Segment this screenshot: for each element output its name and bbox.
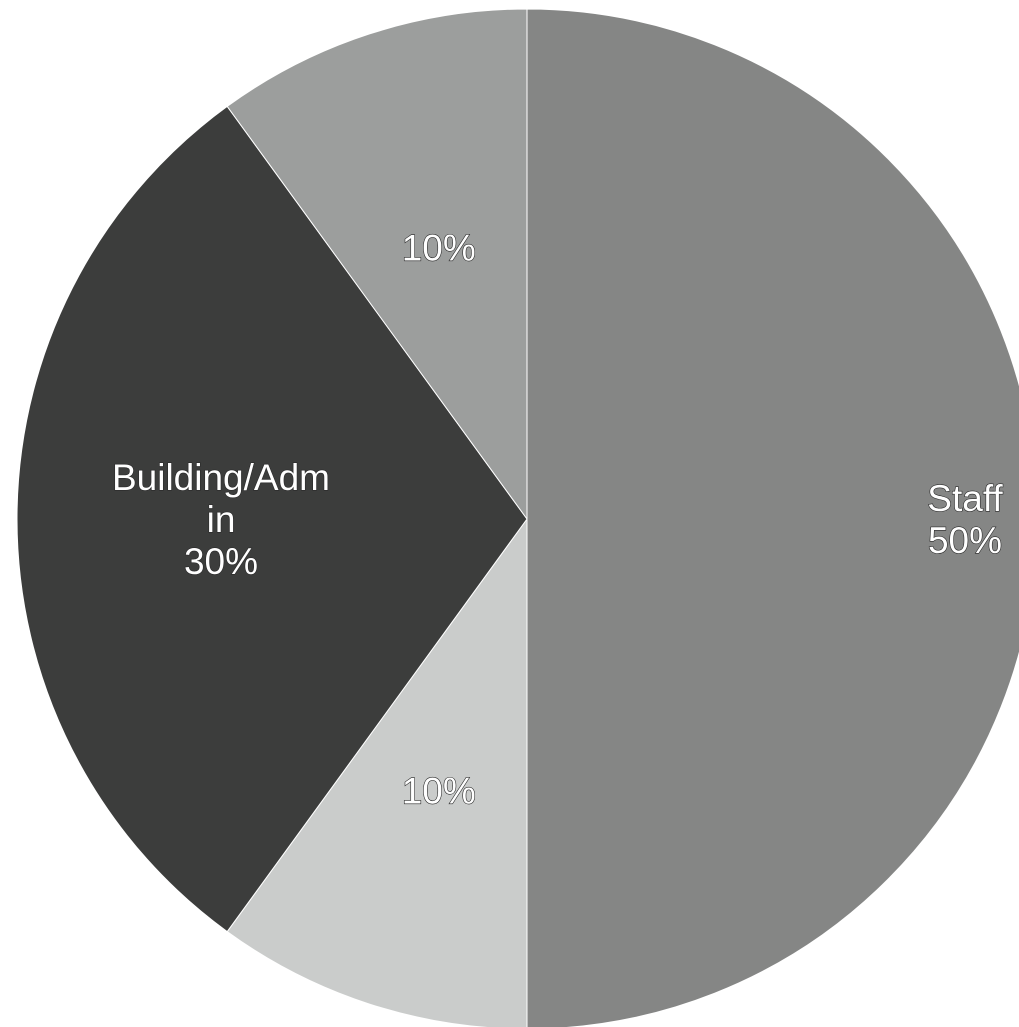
pie-slice: [226, 517, 528, 1027]
slice-label-line: 30%: [184, 541, 258, 582]
pie-slice: [16, 105, 528, 933]
slice-label: Building/Adm in 30%: [112, 457, 330, 582]
slice-label: 10%: [402, 771, 476, 812]
slice-label-line: Building/Adm: [112, 457, 330, 498]
pie-slice: [526, 8, 1019, 1027]
pie-slices: [16, 8, 1019, 1027]
slice-label: 10%: [402, 227, 476, 268]
slice-label-line: 10%: [402, 771, 476, 812]
slice-label-line: Staff: [927, 478, 1003, 519]
slice-label-line: 50%: [928, 520, 1002, 561]
slice-label-line: 10%: [402, 227, 476, 268]
slice-label: Staff 50%: [927, 478, 1003, 561]
pie-slice: [226, 8, 528, 521]
slice-label-line: in: [207, 499, 236, 540]
pie-labels: Staff 50% 10% Building/Adm in 30% 10%: [111, 227, 1004, 812]
